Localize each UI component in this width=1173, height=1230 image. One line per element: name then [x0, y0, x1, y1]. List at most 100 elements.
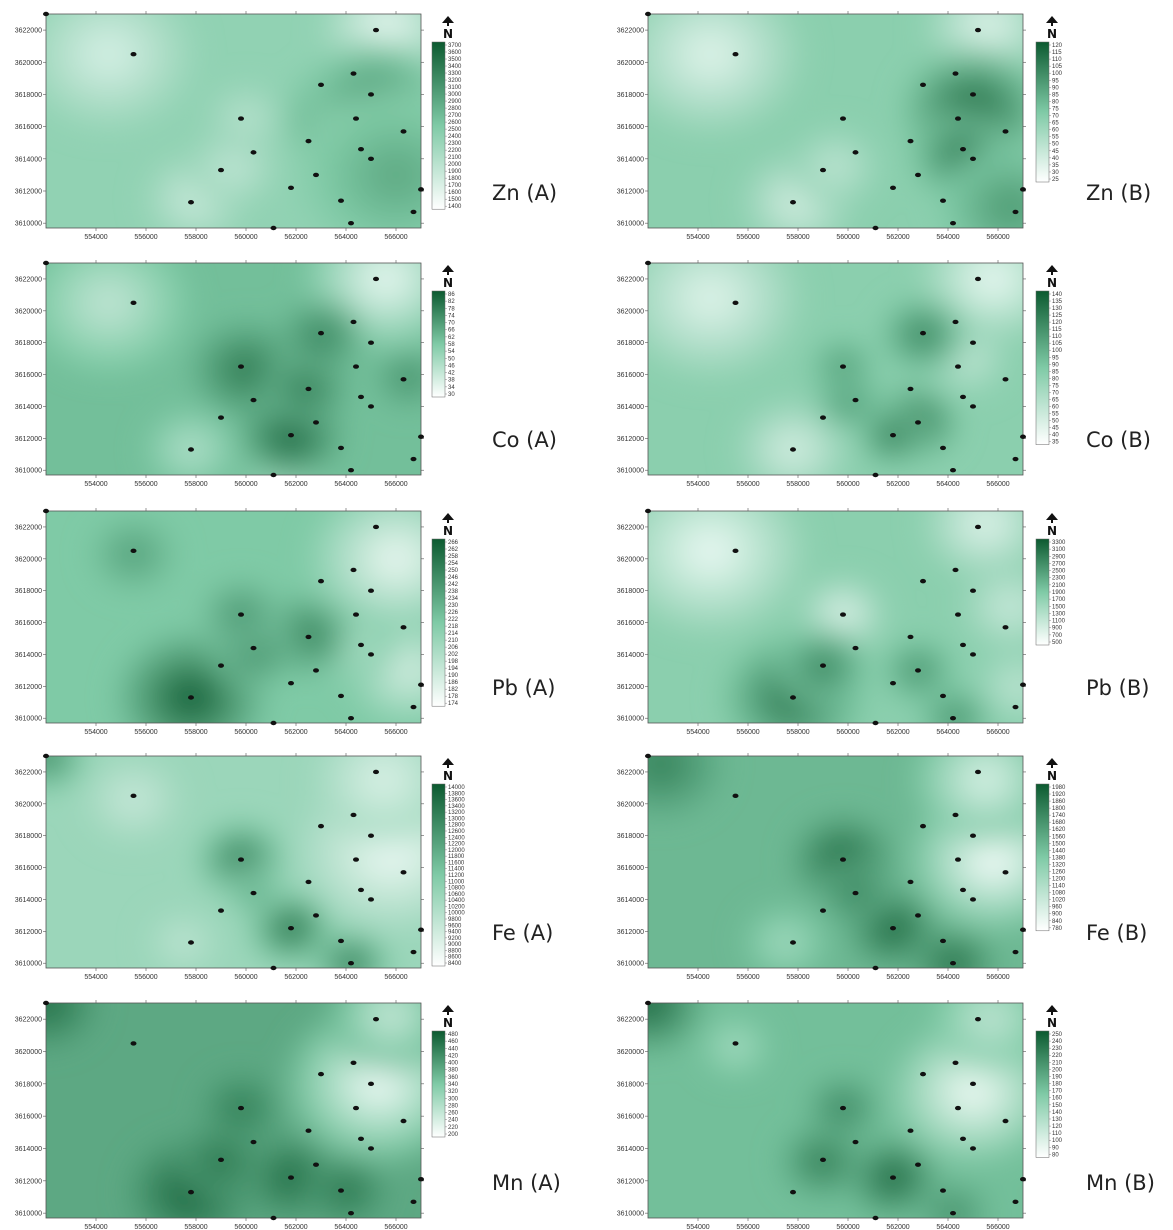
sample-point: [1012, 456, 1019, 462]
legend-value: 150: [1052, 1103, 1063, 1109]
sample-point: [338, 198, 344, 203]
y-tick-label: 3620000: [617, 60, 644, 67]
legend-value: 12600: [448, 829, 465, 835]
legend-value: 190: [448, 673, 459, 679]
legend-value: 700: [1052, 633, 1063, 639]
sample-point: [218, 1157, 224, 1163]
sample-point: [970, 1146, 976, 1151]
legend-value: 1020: [1052, 898, 1066, 904]
legend-value: 2800: [448, 106, 462, 112]
legend-value: 240: [448, 1118, 459, 1124]
legend-value: 11800: [448, 854, 465, 860]
sample-point: [940, 693, 946, 699]
y-tick-label: 3614000: [617, 156, 644, 163]
legend-value: 238: [448, 589, 459, 595]
sample-point: [238, 857, 244, 862]
legend-value: 105: [1052, 64, 1063, 70]
sample-point: [1012, 949, 1019, 955]
sample-point: [790, 695, 796, 700]
sample-point: [338, 445, 344, 451]
x-tick-label: 558000: [786, 974, 809, 981]
x-tick-label: 564000: [334, 729, 357, 736]
legend-value: 1900: [448, 169, 462, 175]
sample-point: [645, 1000, 651, 1006]
sample-point: [305, 634, 312, 640]
sample-point: [305, 879, 312, 885]
y-tick-label: 3614000: [617, 1146, 644, 1153]
sample-point: [952, 1060, 959, 1066]
low-value-zone: [976, 845, 1010, 874]
y-tick-label: 3622000: [15, 769, 42, 776]
high-value-zone: [126, 547, 141, 561]
low-value-zone: [691, 534, 730, 568]
sample-point: [353, 857, 359, 862]
sample-point: [952, 812, 959, 818]
sample-point: [368, 156, 374, 162]
x-tick-label: 564000: [936, 1224, 959, 1230]
y-tick-label: 3622000: [15, 524, 42, 531]
legend-value: 1920: [1052, 792, 1066, 798]
legend-value: 1620: [1052, 827, 1066, 833]
legend-value: 70: [448, 321, 455, 327]
legend-value: 45: [1052, 426, 1059, 432]
x-tick-label: 556000: [736, 729, 759, 736]
legend-value: 3600: [448, 50, 462, 56]
sample-point: [890, 1175, 896, 1180]
sample-point: [250, 890, 257, 896]
y-tick-label: 3618000: [15, 1081, 42, 1088]
y-tick-label: 3620000: [15, 60, 42, 67]
legend-value: 2200: [448, 148, 462, 154]
north-arrow-icon: N: [1046, 16, 1058, 41]
sample-point: [218, 167, 224, 173]
sample-point: [955, 1105, 961, 1111]
y-tick-label: 3610000: [617, 468, 644, 475]
sample-point: [970, 340, 976, 345]
sample-point: [852, 645, 859, 651]
map-label: Co (A): [492, 428, 557, 452]
sample-point: [373, 524, 379, 530]
legend-value: 1980: [1052, 785, 1066, 791]
x-tick-label: 562000: [886, 234, 909, 241]
legend-value: 3100: [448, 85, 462, 91]
y-tick-label: 3622000: [15, 28, 42, 35]
sample-point: [250, 397, 257, 403]
sample-point: [410, 949, 417, 955]
color-scale-legend: 4804604404204003803603403203002802602402…: [431, 1030, 459, 1138]
legend-value: 74: [448, 313, 455, 319]
y-tick-label: 3616000: [617, 865, 644, 872]
x-tick-label: 560000: [234, 481, 257, 488]
sample-point: [373, 1016, 379, 1022]
sample-point: [852, 150, 859, 155]
x-tick-label: 560000: [836, 974, 859, 981]
low-value-zone: [692, 282, 729, 315]
sample-point: [130, 793, 137, 799]
low-value-zone: [360, 1067, 397, 1100]
low-value-zone: [972, 512, 999, 535]
y-tick-label: 3622000: [617, 28, 644, 35]
legend-value: 11000: [448, 879, 465, 885]
sample-point: [820, 415, 826, 420]
sample-point: [920, 82, 926, 87]
legend-value: 1080: [1052, 891, 1066, 897]
legend-value: 11200: [448, 873, 465, 879]
legend-value: 2400: [448, 134, 462, 140]
x-tick-label: 554000: [84, 481, 107, 488]
sample-point: [238, 612, 244, 617]
sample-point: [1020, 682, 1026, 687]
low-value-zone: [776, 934, 795, 950]
y-tick-label: 3620000: [617, 308, 644, 315]
sample-point: [907, 879, 914, 885]
sample-point: [970, 404, 976, 409]
sample-point: [313, 172, 319, 178]
map-frame: [647, 510, 1024, 724]
x-tick-label: 566000: [384, 974, 407, 981]
legend-value: 90: [1052, 1145, 1059, 1151]
sample-point: [1012, 1199, 1019, 1205]
sample-point: [353, 364, 359, 369]
legend-value: 35: [1052, 440, 1059, 446]
legend-value: 75: [1052, 383, 1059, 389]
x-tick-label: 556000: [134, 234, 157, 241]
map-panel: 554000 556000 558000 560000 562000 564000 5660…: [15, 11, 557, 241]
sample-point: [1020, 434, 1026, 439]
sample-point: [353, 612, 359, 617]
